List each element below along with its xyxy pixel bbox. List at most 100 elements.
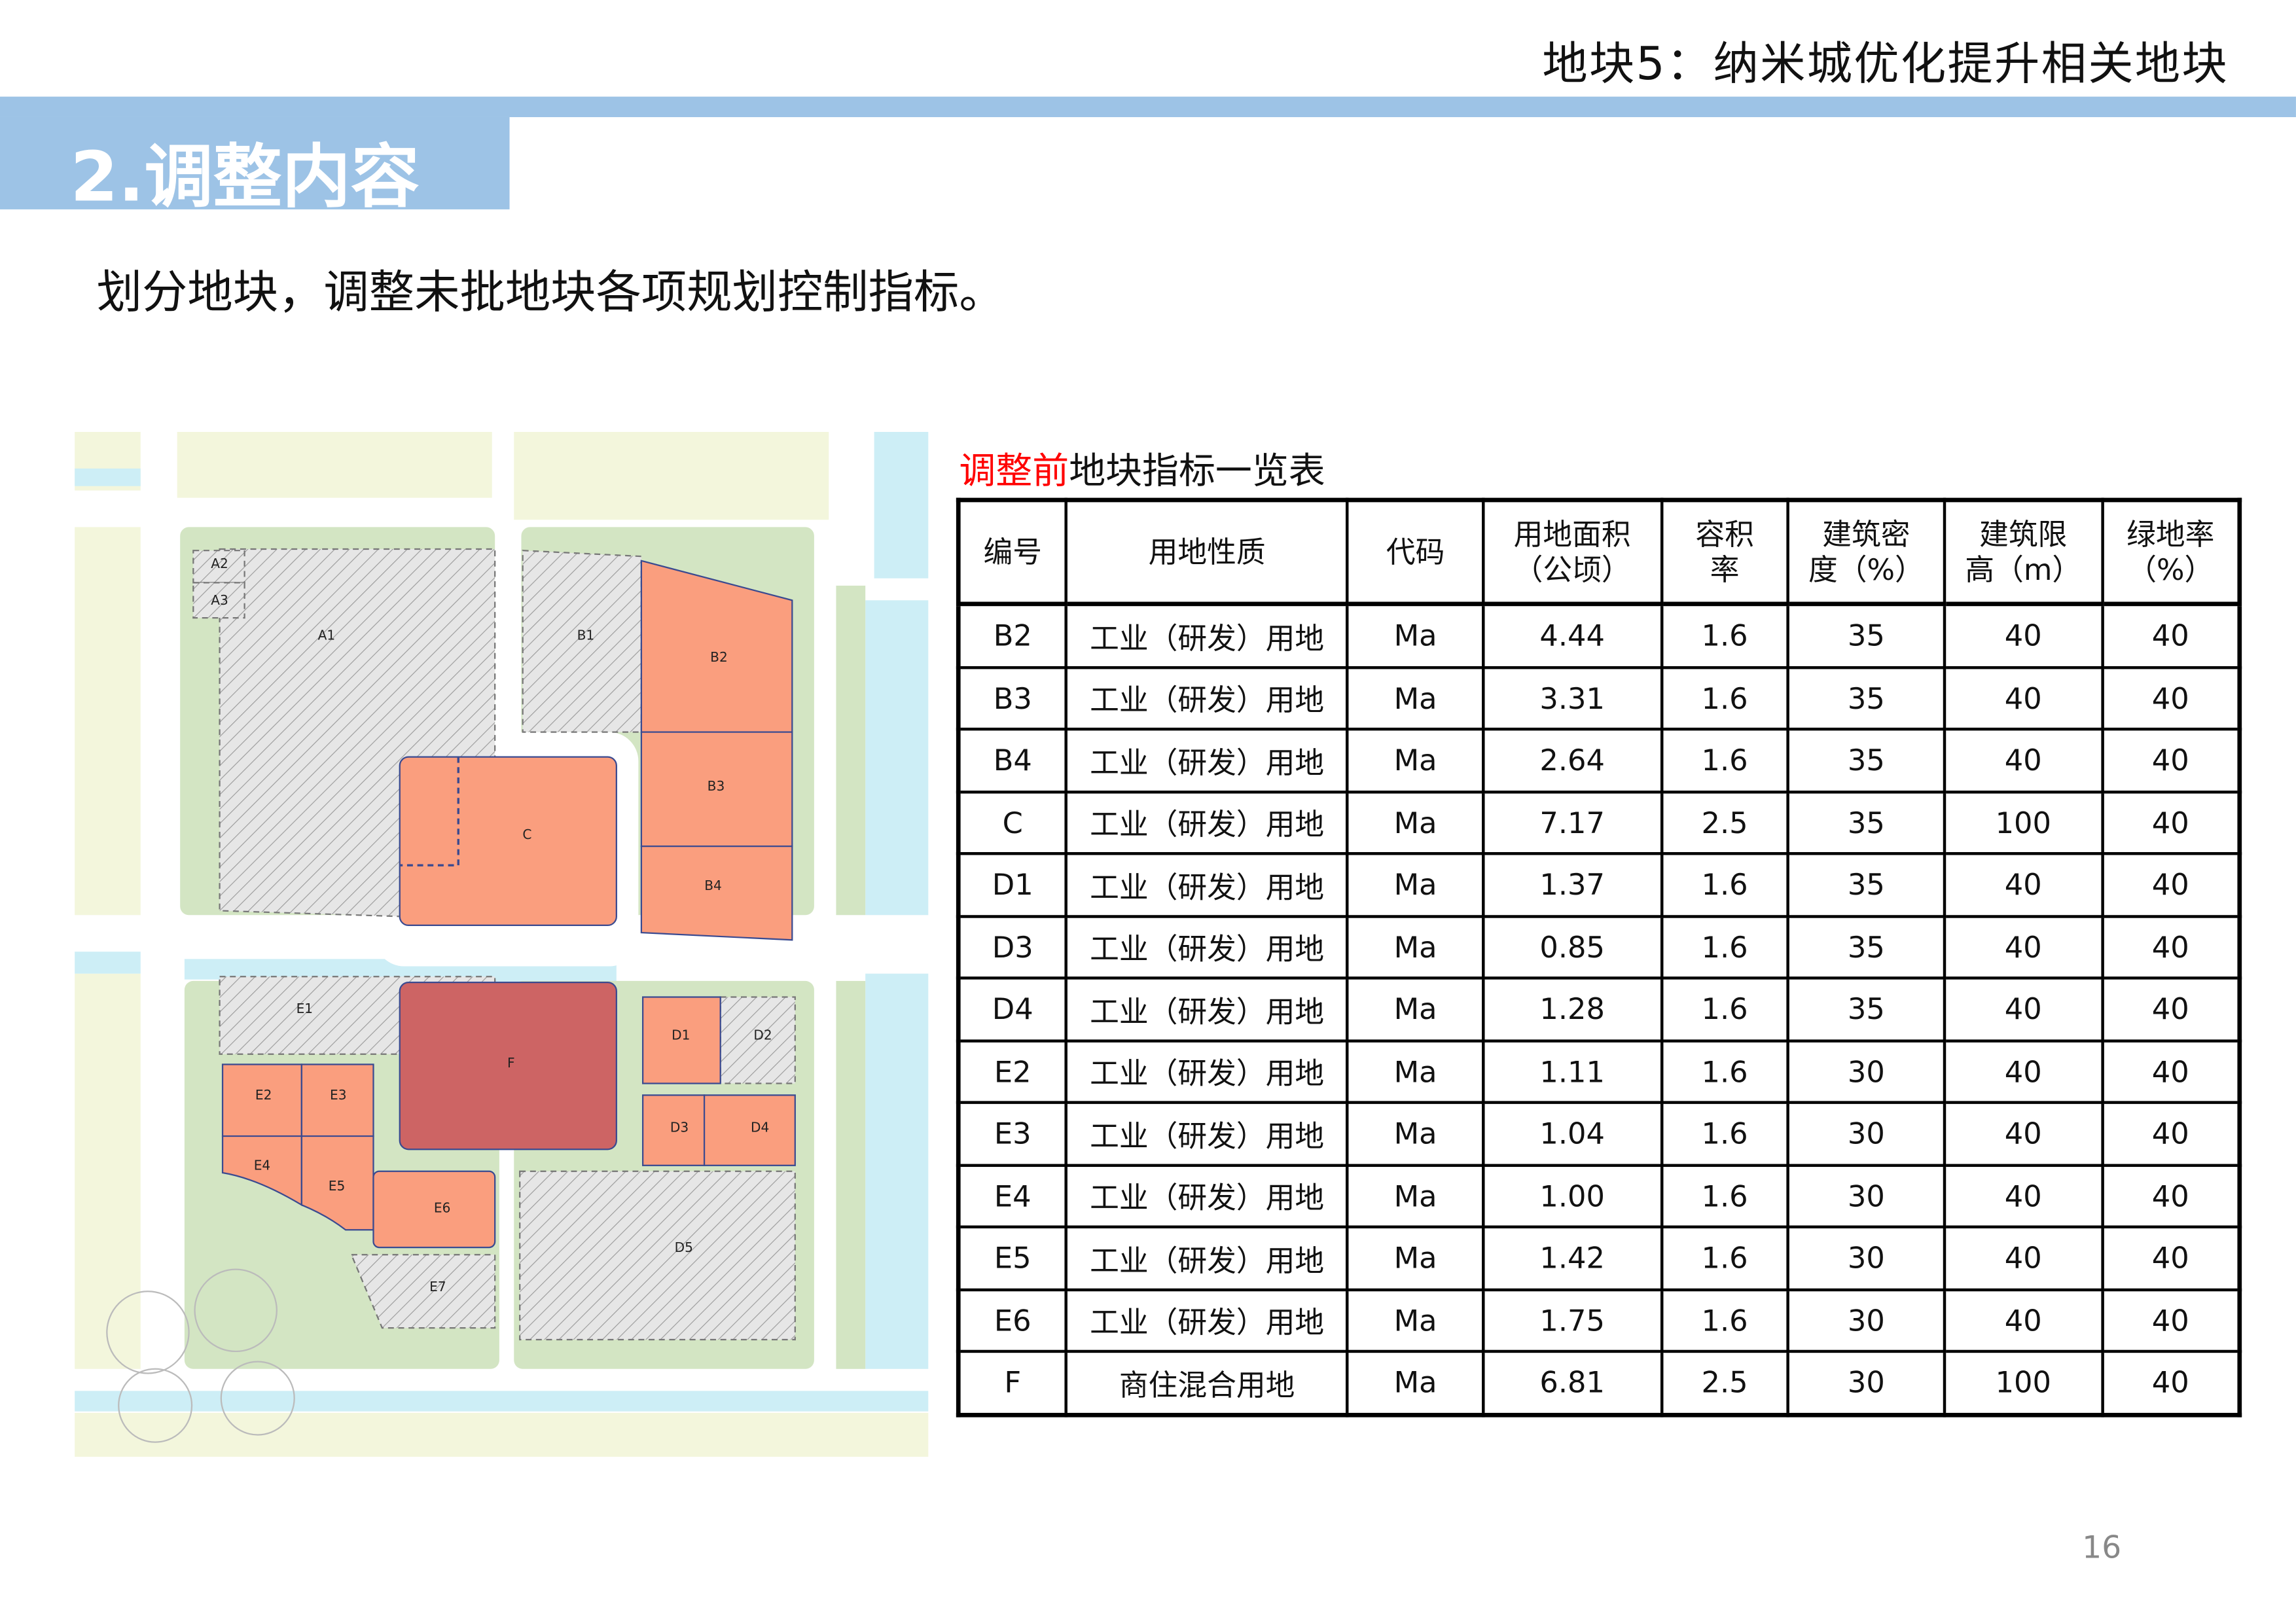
table-title-highlight: 调整前 [959, 449, 1069, 492]
table-cell: Ma [1346, 602, 1485, 669]
table-row: F 商住混合用地 Ma 6.81 2.5 30 100 40 [957, 1349, 2242, 1416]
table-cell: 工业（研发）用地 [1064, 1039, 1350, 1104]
table-cell: Ma [1346, 1349, 1485, 1416]
table-header-row: 编号 用地性质 代码 用地面积 （公顷） 容积率建筑密 度（%） 建筑限 高（m） 绿地率 （%） [957, 498, 2242, 607]
table-cell: 40 [2100, 1101, 2242, 1166]
table-cell: 40 [1943, 727, 2104, 793]
table-row: E3 工业（研发）用地 Ma 1.04 1.6 30 40 40 [957, 1101, 2242, 1166]
table-cell: 40 [2100, 789, 2242, 855]
column-header: 建筑密 度（%） [1786, 498, 1946, 607]
column-header: 代码 [1346, 498, 1485, 607]
table-cell: Ma [1346, 1039, 1485, 1104]
table-cell: 1.28 [1481, 976, 1663, 1042]
table-cell: 工业（研发）用地 [1064, 665, 1350, 731]
table-cell: 35 [1786, 852, 1946, 918]
table-cell: Ma [1346, 727, 1485, 793]
parcel-b1 [522, 550, 643, 733]
table-cell: 30 [1786, 1225, 1946, 1291]
table-cell: 100 [1943, 1349, 2104, 1416]
table-cell: 4.44 [1481, 602, 1663, 669]
column-header-line: （公顷） [1513, 552, 1631, 588]
table-cell: 1.75 [1481, 1287, 1663, 1353]
label-d4: D4 [751, 1119, 769, 1135]
section-title-box [0, 116, 510, 209]
column-header: 容积率 [1659, 498, 1790, 607]
table-cell: D4 [957, 976, 1068, 1042]
table-cell: 40 [2100, 1225, 2242, 1291]
table-cell: 2.5 [1659, 789, 1790, 855]
table-row: E5 工业（研发）用地 Ma 1.42 1.6 30 40 40 [957, 1225, 2242, 1291]
table-cell: B3 [957, 665, 1068, 731]
table-cell: B4 [957, 727, 1068, 793]
parcel-a3 [192, 582, 245, 619]
table-cell: 35 [1786, 789, 1946, 855]
label-c: C [522, 827, 531, 842]
table-row: B4 工业（研发）用地 Ma 2.64 1.6 35 40 40 [957, 727, 2242, 793]
table-row: B3 工业（研发）用地 Ma 3.31 1.6 35 40 40 [957, 665, 2242, 731]
label-a1: A1 [318, 628, 336, 643]
label-e5: E5 [329, 1178, 346, 1194]
table-cell: Ma [1346, 1225, 1485, 1291]
label-e2: E2 [255, 1087, 272, 1103]
slide-header-title: 地块5：纳米城优化提升相关地块 [1542, 38, 2229, 91]
label-a2: A2 [211, 556, 228, 571]
parcel-e2 [221, 1063, 302, 1137]
parcel-b3 [640, 731, 793, 847]
table-cell: 30 [1786, 1287, 1946, 1353]
parcel-f [399, 982, 617, 1150]
table-title-rest: 地块指标一览表 [1069, 449, 1325, 492]
table-cell: 40 [1943, 1163, 2104, 1228]
table-cell: 40 [2100, 852, 2242, 918]
table-cell: 40 [2100, 1039, 2242, 1104]
table-row: B2 工业（研发）用地 Ma 4.44 1.6 35 40 40 [957, 602, 2242, 669]
table-row: D1 工业（研发）用地 Ma 1.37 1.6 35 40 40 [957, 852, 2242, 918]
table-cell: 30 [1786, 1039, 1946, 1104]
table-cell: E2 [957, 1039, 1068, 1104]
table-cell: Ma [1346, 1163, 1485, 1228]
label-e1: E1 [296, 1001, 314, 1016]
table-cell: 1.6 [1659, 976, 1790, 1042]
table-cell: 100 [1943, 789, 2104, 855]
table-cell: E6 [957, 1287, 1068, 1353]
table-cell: 1.6 [1659, 727, 1790, 793]
table-cell: 工业（研发）用地 [1064, 1287, 1350, 1353]
label-d5: D5 [675, 1240, 693, 1255]
column-header-line: 度（%） [1808, 552, 1924, 588]
label-e3: E3 [330, 1087, 347, 1103]
table-cell: 工业（研发）用地 [1064, 602, 1350, 669]
table-cell: D3 [957, 914, 1068, 980]
parcel-e3 [300, 1063, 374, 1137]
table-cell: 40 [1943, 1225, 2104, 1291]
column-header: 编号 [957, 498, 1068, 607]
table-cell: C [957, 789, 1068, 855]
table-cell: 1.37 [1481, 852, 1663, 918]
table-cell: 1.6 [1659, 914, 1790, 980]
label-a3: A3 [211, 592, 228, 608]
column-header-line: 用地性质 [1148, 534, 1266, 570]
parcel-a2 [192, 550, 245, 584]
table-cell: Ma [1346, 914, 1485, 980]
table-cell: 工业（研发）用地 [1064, 852, 1350, 918]
column-header-line: 率 [1710, 552, 1740, 588]
table-cell: 工业（研发）用地 [1064, 1163, 1350, 1228]
table-cell: 工业（研发）用地 [1064, 1101, 1350, 1166]
table-cell: 2.5 [1659, 1349, 1790, 1416]
table-row: D4 工业（研发）用地 Ma 1.28 1.6 35 40 40 [957, 976, 2242, 1042]
column-header-line: 代码 [1386, 534, 1445, 570]
colored-parcels [221, 560, 796, 1249]
site-plan-map: A1 A2 A3 B1 B2 B3 B4 C F E1 D1 D2 D3 D4 … [75, 431, 929, 1457]
header-band [0, 96, 2296, 117]
table-cell: 40 [2100, 1349, 2242, 1416]
parcel-e5 [300, 1135, 374, 1231]
label-b2: B2 [710, 649, 728, 665]
table-cell: 40 [1943, 976, 2104, 1042]
table-cell: 1.42 [1481, 1225, 1663, 1291]
column-header-line: 建筑密 [1822, 516, 1910, 552]
table-cell: 40 [1943, 665, 2104, 731]
table-cell: E5 [957, 1225, 1068, 1291]
interchange-ramps [106, 1268, 295, 1443]
table-cell: F [957, 1349, 1068, 1416]
label-e4: E4 [254, 1158, 271, 1173]
table-cell: 1.11 [1481, 1039, 1663, 1104]
